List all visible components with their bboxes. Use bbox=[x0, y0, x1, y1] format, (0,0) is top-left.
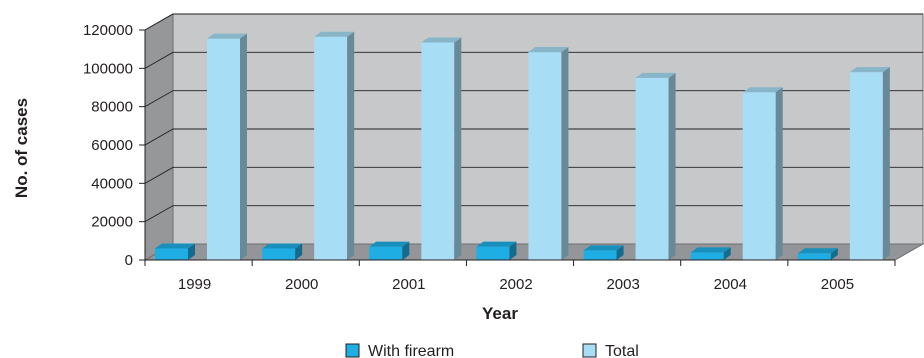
bar-total-1999 bbox=[207, 33, 247, 260]
bar-front bbox=[849, 72, 883, 261]
bar-with-firearm-2004 bbox=[690, 247, 731, 260]
bar-front bbox=[421, 42, 455, 261]
bar-top bbox=[583, 245, 624, 251]
bar-top bbox=[155, 243, 195, 249]
bar-side bbox=[509, 241, 517, 260]
bar-side bbox=[775, 87, 783, 261]
bar-front bbox=[369, 246, 403, 260]
bar-total-2003 bbox=[635, 72, 676, 261]
bar-top bbox=[207, 33, 247, 39]
bar-top bbox=[635, 72, 676, 78]
bar-top bbox=[690, 247, 731, 253]
bar-top bbox=[797, 248, 838, 254]
bar-top bbox=[421, 37, 462, 43]
bar-front bbox=[690, 252, 724, 260]
legend-label-total: Total bbox=[605, 343, 639, 358]
y-tick-label: 100000 bbox=[83, 60, 133, 77]
bar-side bbox=[668, 72, 676, 261]
bar-total-2000 bbox=[314, 31, 355, 261]
x-tick-label: 2005 bbox=[821, 276, 854, 293]
bar-side bbox=[295, 243, 303, 260]
bar-top bbox=[528, 47, 569, 53]
legend: With firearm Total bbox=[345, 343, 639, 358]
bar-front bbox=[583, 250, 617, 260]
y-axis-title: No. of cases bbox=[12, 98, 31, 198]
bar-with-firearm-2001 bbox=[369, 241, 410, 260]
bar-with-firearm-2000 bbox=[262, 243, 303, 260]
bar-front bbox=[635, 77, 669, 261]
x-tick-label: 2001 bbox=[392, 276, 425, 293]
bar-front bbox=[797, 253, 831, 260]
bar-side bbox=[723, 247, 731, 260]
legend-label-with-firearm: With firearm bbox=[368, 343, 454, 358]
y-tick-label: 20000 bbox=[91, 214, 133, 231]
bar-total-2004 bbox=[742, 87, 783, 261]
bar-with-firearm-2003 bbox=[583, 245, 624, 260]
bar-front bbox=[262, 248, 296, 260]
legend-swatch-total bbox=[582, 343, 597, 358]
bar-side bbox=[347, 31, 355, 261]
bar-total-2001 bbox=[421, 37, 462, 261]
bar-top bbox=[262, 243, 303, 249]
bar-top bbox=[476, 241, 517, 247]
x-tick-label: 2004 bbox=[714, 276, 747, 293]
bar-side bbox=[882, 67, 890, 261]
bar-side bbox=[240, 33, 247, 260]
y-tick-label: 120000 bbox=[83, 22, 133, 39]
x-tick-label: 1999 bbox=[178, 276, 211, 293]
bar-front bbox=[207, 38, 240, 260]
bar-with-firearm-1999 bbox=[155, 243, 195, 260]
bars bbox=[155, 31, 890, 261]
gridline bbox=[144, 13, 923, 31]
bar-side bbox=[616, 245, 624, 260]
bar-total-2005 bbox=[849, 67, 890, 261]
bar-front bbox=[742, 92, 776, 261]
bar-side bbox=[188, 243, 195, 260]
x-axis-title: Year bbox=[482, 304, 518, 323]
y-tick-label: 0 bbox=[125, 252, 133, 269]
bar-with-firearm-2005 bbox=[797, 248, 838, 260]
bar-top bbox=[314, 31, 355, 37]
bar-front bbox=[528, 52, 562, 260]
bar-side bbox=[454, 37, 462, 261]
bar-total-2002 bbox=[528, 47, 569, 260]
y-tick-label: 80000 bbox=[91, 99, 133, 116]
bar-side bbox=[402, 241, 410, 260]
x-tick-label: 2003 bbox=[606, 276, 639, 293]
bar-top bbox=[742, 87, 783, 93]
bar-side bbox=[830, 248, 838, 260]
x-tick-label: 2000 bbox=[285, 276, 318, 293]
x-tick-label: 2002 bbox=[499, 276, 532, 293]
bar-with-firearm-2002 bbox=[476, 241, 517, 260]
y-tick-label: 40000 bbox=[91, 175, 133, 192]
legend-swatch-with-firearm bbox=[345, 343, 360, 358]
bar-top bbox=[849, 67, 890, 73]
x-axis-ticks: 1999 2000 2001 2002 2003 2004 2005 bbox=[144, 259, 896, 293]
bar-front bbox=[476, 246, 510, 260]
y-tick-label: 60000 bbox=[91, 137, 133, 154]
y-axis-ticks: 0 20000 40000 60000 80000 100000 120000 bbox=[83, 22, 146, 269]
bar-front bbox=[155, 248, 188, 260]
bar-top bbox=[369, 241, 410, 247]
legend-item-with-firearm: With firearm bbox=[345, 343, 454, 358]
bar-side bbox=[561, 47, 569, 260]
legend-item-total: Total bbox=[582, 343, 639, 358]
gridline bbox=[144, 51, 923, 69]
bar-front bbox=[314, 36, 348, 261]
